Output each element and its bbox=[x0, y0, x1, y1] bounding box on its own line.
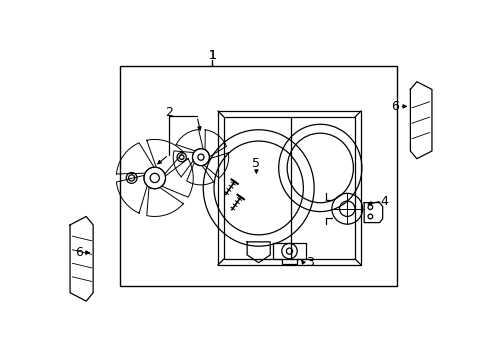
Text: 6: 6 bbox=[390, 100, 398, 113]
Text: 3: 3 bbox=[305, 256, 314, 269]
Text: 4: 4 bbox=[380, 194, 387, 208]
Text: 5: 5 bbox=[252, 157, 260, 170]
Text: 1: 1 bbox=[208, 49, 216, 62]
Text: 2: 2 bbox=[164, 106, 172, 119]
Text: 6: 6 bbox=[75, 246, 83, 259]
Bar bbox=[120, 66, 396, 286]
Text: 1: 1 bbox=[208, 49, 216, 62]
